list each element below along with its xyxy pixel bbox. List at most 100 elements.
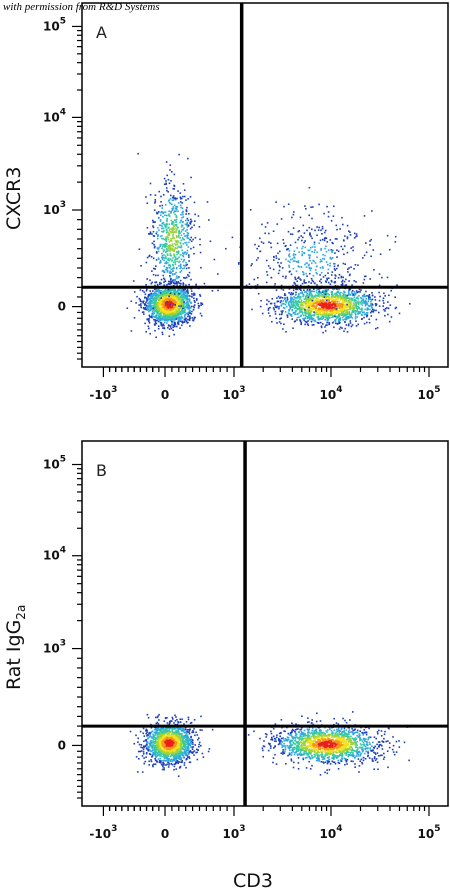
event-dot	[301, 282, 304, 285]
event-dot	[324, 289, 327, 291]
event-dot	[170, 282, 172, 285]
event-dot	[182, 299, 185, 302]
event-dot	[168, 313, 170, 316]
event-dot	[331, 293, 333, 296]
event-dot	[179, 318, 182, 320]
event-dot	[366, 302, 368, 304]
event-dot	[172, 326, 174, 328]
event-dot	[169, 308, 172, 310]
event-dot	[295, 278, 297, 281]
event-dot	[159, 224, 162, 227]
event-dot	[157, 295, 160, 298]
event-dot	[312, 301, 314, 303]
event-dot	[164, 237, 167, 240]
event-dot	[357, 305, 360, 308]
event-dot	[362, 298, 364, 301]
event-dot	[167, 289, 169, 292]
event-dot	[192, 309, 195, 311]
event-dot	[177, 721, 180, 724]
event-dot	[298, 251, 300, 253]
event-dot	[364, 302, 367, 304]
event-dot	[135, 734, 137, 737]
event-dot	[261, 223, 263, 226]
event-dot	[302, 307, 305, 310]
event-dot	[183, 307, 186, 309]
event-dot	[363, 278, 366, 281]
event-dot	[187, 311, 190, 314]
event-dot	[365, 251, 368, 254]
event-dot	[335, 312, 338, 315]
event-dot	[195, 283, 197, 286]
event-dot	[304, 307, 306, 310]
event-dot	[324, 298, 326, 301]
event-dot	[325, 299, 328, 302]
event-dot	[326, 303, 329, 305]
event-dot	[311, 297, 314, 299]
event-dot	[182, 305, 185, 307]
event-dot	[137, 771, 139, 773]
event-dot	[373, 269, 375, 271]
event-dot	[317, 294, 319, 297]
event-dot	[348, 274, 351, 277]
event-dot	[326, 307, 329, 310]
event-dot	[167, 319, 169, 321]
event-dot	[345, 297, 348, 299]
event-dot	[304, 314, 307, 317]
event-dot	[172, 313, 175, 316]
event-dot	[145, 297, 148, 299]
event-dot	[321, 295, 323, 297]
event-dot	[266, 299, 268, 301]
event-dot	[364, 300, 366, 303]
event-dot	[341, 314, 344, 316]
event-dot	[188, 305, 190, 307]
event-dot	[317, 315, 319, 318]
event-dot	[162, 300, 165, 302]
event-dot	[285, 305, 288, 308]
event-dot	[166, 235, 168, 238]
event-dot	[161, 230, 163, 233]
event-dot	[317, 293, 320, 296]
event-dot	[189, 317, 191, 319]
event-dot	[155, 232, 158, 235]
event-dot	[186, 298, 188, 300]
event-dot	[186, 306, 188, 309]
event-dot	[154, 245, 156, 248]
event-dot	[394, 296, 396, 298]
event-dot	[182, 213, 184, 216]
event-dot	[170, 254, 172, 257]
event-dot	[282, 239, 284, 241]
event-dot	[207, 750, 210, 753]
event-dot	[289, 261, 291, 263]
event-dot	[147, 309, 149, 311]
event-dot	[187, 302, 189, 305]
event-dot	[166, 727, 168, 729]
event-dot	[179, 306, 182, 309]
event-dot	[291, 305, 294, 308]
event-dot	[365, 275, 367, 278]
event-dot	[374, 303, 377, 305]
event-dot	[157, 320, 160, 323]
event-dot	[150, 292, 152, 295]
event-dot	[329, 307, 332, 310]
event-dot	[365, 242, 367, 244]
event-dot	[319, 311, 321, 314]
event-dot	[153, 267, 155, 270]
event-dot	[285, 301, 287, 304]
event-dot	[298, 230, 301, 232]
event-dot	[179, 298, 182, 300]
event-dot	[346, 312, 349, 314]
event-dot	[308, 298, 311, 301]
event-dot	[181, 237, 184, 239]
event-dot	[175, 306, 178, 308]
event-dot	[321, 225, 324, 228]
event-dot	[191, 746, 193, 749]
event-dot	[310, 235, 312, 238]
event-dot	[167, 246, 170, 249]
event-dot	[312, 295, 314, 298]
event-dot	[307, 296, 310, 298]
event-dot	[363, 215, 366, 217]
event-dot	[322, 295, 325, 298]
event-dot	[163, 301, 165, 303]
event-dot	[295, 270, 298, 273]
event-dot	[177, 236, 179, 238]
